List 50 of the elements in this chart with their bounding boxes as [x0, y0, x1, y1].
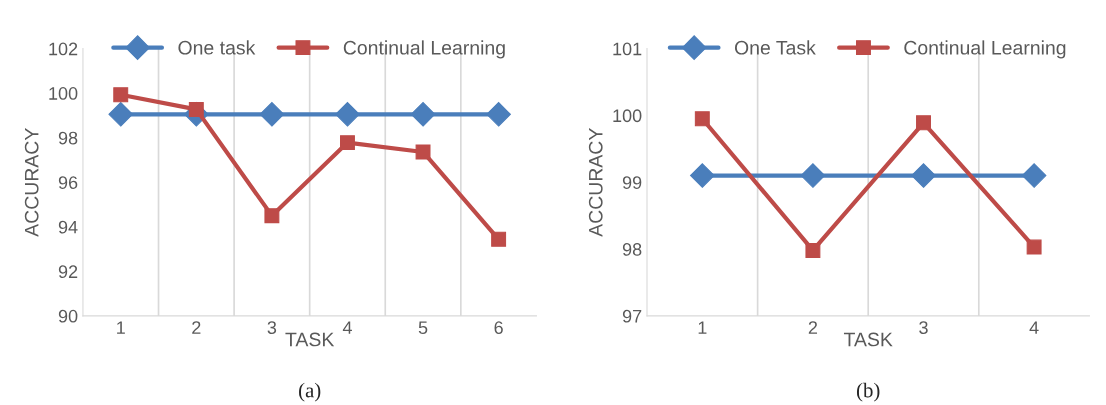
point [113, 87, 129, 103]
point [916, 115, 931, 131]
y-tick-label: 96 [58, 176, 78, 189]
x-axis-title: TASK [843, 332, 893, 347]
x-tick-label: 1 [117, 321, 125, 334]
y-tick-label: 100 [613, 109, 642, 123]
y-tick-label: 90 [58, 309, 78, 323]
point [259, 102, 285, 127]
point [911, 163, 936, 188]
legend-label: Continual Learning [904, 40, 1066, 59]
x-tick-label: 1 [698, 321, 707, 334]
x-tick-label: 4 [342, 321, 352, 334]
x-tick-label: 2 [808, 321, 818, 334]
point [410, 102, 436, 127]
x-tick-label: 5 [418, 321, 428, 335]
y-tick-label: 101 [613, 42, 642, 56]
legend-label: One Task [734, 40, 816, 55]
x-tick-label: 3 [267, 321, 277, 335]
y-tick-label: 92 [58, 265, 78, 279]
x-tick-label: 4 [1029, 321, 1039, 334]
point [800, 163, 826, 188]
point [491, 231, 507, 247]
point [694, 111, 710, 127]
y-tick-label: 98 [58, 131, 78, 145]
point [1021, 163, 1047, 188]
y-tick-label: 100 [49, 87, 78, 100]
text: (b) [856, 382, 880, 402]
point [340, 135, 355, 151]
point [1026, 239, 1042, 255]
point [108, 102, 134, 127]
point [335, 102, 360, 127]
x-tick-label: 3 [919, 321, 928, 335]
text: (a) [299, 382, 321, 402]
legend-label: Continual Learning [343, 40, 505, 59]
y-tick-label: 102 [49, 42, 78, 56]
y-tick-label: 94 [58, 220, 78, 234]
point [805, 242, 821, 258]
point [415, 144, 431, 160]
x-tick-label: 6 [494, 321, 503, 335]
y-tick-label: 97 [622, 309, 642, 323]
point [690, 163, 715, 188]
legend-label: One task [178, 40, 256, 55]
y-tick-label: 99 [622, 176, 642, 189]
point [486, 102, 511, 127]
y-tick-label: 98 [622, 243, 642, 256]
y-axis-title: ACCURACY [588, 128, 603, 237]
x-tick-label: 2 [192, 321, 201, 334]
y-axis-title: ACCURACY [24, 128, 39, 237]
x-axis-title: TASK [285, 332, 335, 347]
point [264, 208, 280, 224]
